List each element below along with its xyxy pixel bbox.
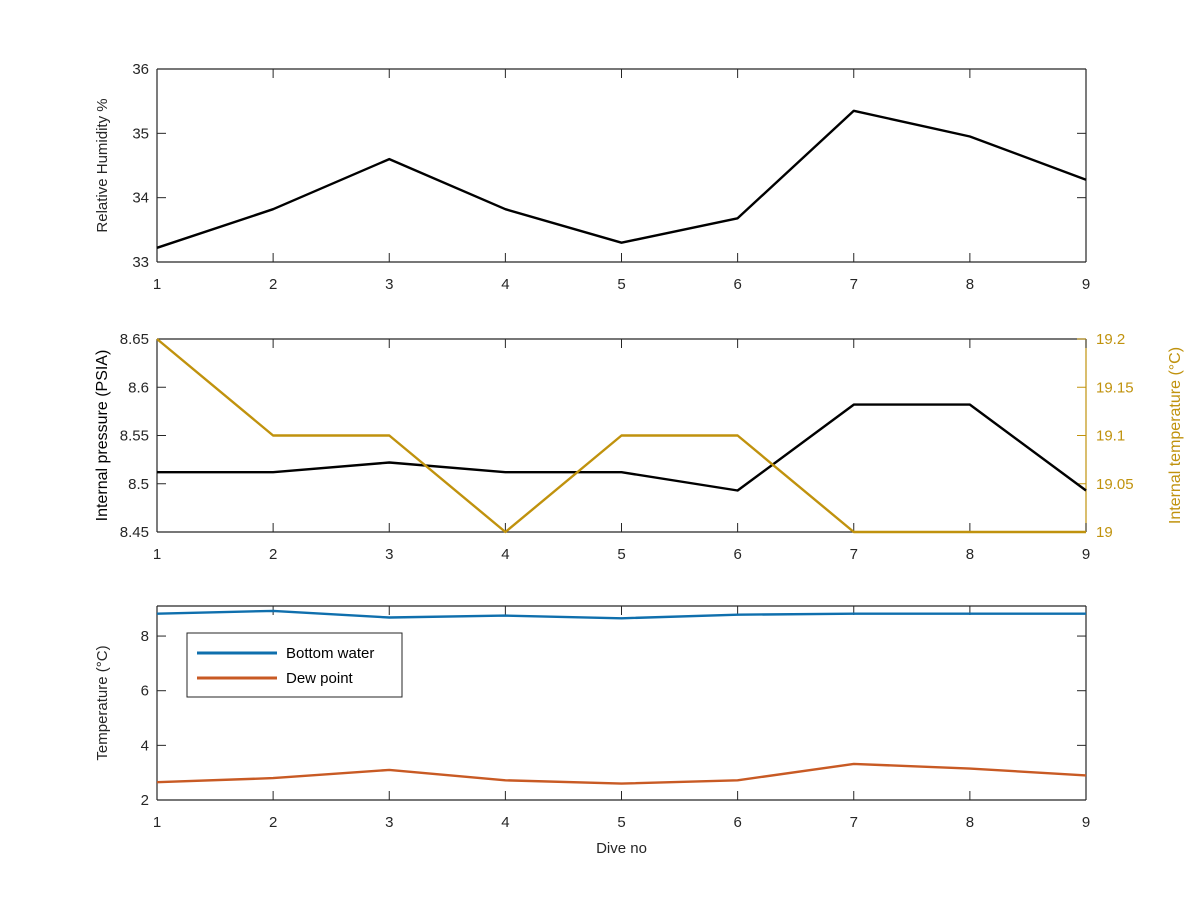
x-tick-label: 3 <box>385 546 393 563</box>
y-right-tick-label: 19.15 <box>1096 379 1134 396</box>
legend-label: Bottom water <box>286 645 374 662</box>
x-tick-label: 4 <box>501 814 509 831</box>
y-tick-label: 8 <box>141 628 149 645</box>
x-tick-label: 8 <box>966 276 974 293</box>
pressure-temperature-chart: 1 2 3 4 5 6 7 8 9 8.45 8.5 8.55 8.6 8.65 19 19.05 19.1 19… <box>94 331 1184 563</box>
series-0-line <box>156 109 1087 249</box>
x-tick-label: 5 <box>617 814 625 831</box>
x-tick-label: 4 <box>501 546 509 563</box>
x-tick-label: 4 <box>501 276 509 293</box>
legend-box <box>186 632 403 698</box>
x-tick-label: 1 <box>153 276 161 293</box>
legend-label: Dew point <box>286 670 354 687</box>
x-tick-label: 3 <box>385 814 393 831</box>
y-axis-label: Temperature (°C) <box>94 645 111 760</box>
x-tick-label: 9 <box>1082 276 1090 293</box>
x-tick-label: 6 <box>733 814 741 831</box>
y-tick-label: 8.55 <box>120 428 149 445</box>
y-tick-label: 2 <box>141 792 149 809</box>
y-tick-label: 35 <box>132 125 149 142</box>
y-right-tick-label: 19.05 <box>1096 476 1134 493</box>
y-right-tick-label: 19.1 <box>1096 428 1125 445</box>
legend: Bottom water Dew point <box>186 632 403 698</box>
x-tick-label: 7 <box>850 546 858 563</box>
y-tick-label: 8.5 <box>128 476 149 493</box>
x-tick-label: 1 <box>153 546 161 563</box>
x-tick-label: 1 <box>153 814 161 831</box>
y-tick-label: 8.6 <box>128 379 149 396</box>
x-tick-label: 2 <box>269 814 277 831</box>
y-right-axis-label: Internal temperature (°C) <box>1167 347 1184 524</box>
x-tick-label: 9 <box>1082 814 1090 831</box>
x-tick-label: 8 <box>966 814 974 831</box>
y-tick-label: 33 <box>132 254 149 271</box>
series-0-line <box>157 403 1087 492</box>
dew-point-line <box>156 762 1087 785</box>
series-1-line <box>156 338 1086 534</box>
y-right-tick-label: 19 <box>1096 524 1113 541</box>
y-tick-label: 34 <box>132 190 149 207</box>
plot-area <box>157 69 1086 262</box>
y-axis-label: Internal pressure (PSIA) <box>94 350 111 522</box>
x-tick-label: 9 <box>1082 546 1090 563</box>
x-tick-label: 5 <box>617 276 625 293</box>
y-tick-label: 36 <box>132 61 149 78</box>
x-tick-label: 3 <box>385 276 393 293</box>
y-tick-label: 8.45 <box>120 524 149 541</box>
x-tick-label: 2 <box>269 546 277 563</box>
y-tick-label: 6 <box>141 683 149 700</box>
y-right-tick-label: 19.2 <box>1096 331 1125 348</box>
y-tick-label: 4 <box>141 737 149 754</box>
x-tick-label: 8 <box>966 546 974 563</box>
x-tick-label: 7 <box>850 814 858 831</box>
y-axis-label: Relative Humidity % <box>94 98 111 232</box>
x-tick-label: 6 <box>733 546 741 563</box>
y-tick-label: 8.65 <box>120 331 149 348</box>
x-tick-label: 6 <box>733 276 741 293</box>
x-tick-label: 2 <box>269 276 277 293</box>
x-axis-label: Dive no <box>596 840 647 857</box>
bottom-water-line <box>156 609 1086 620</box>
x-tick-label: 5 <box>617 546 625 563</box>
x-tick-label: 7 <box>850 276 858 293</box>
